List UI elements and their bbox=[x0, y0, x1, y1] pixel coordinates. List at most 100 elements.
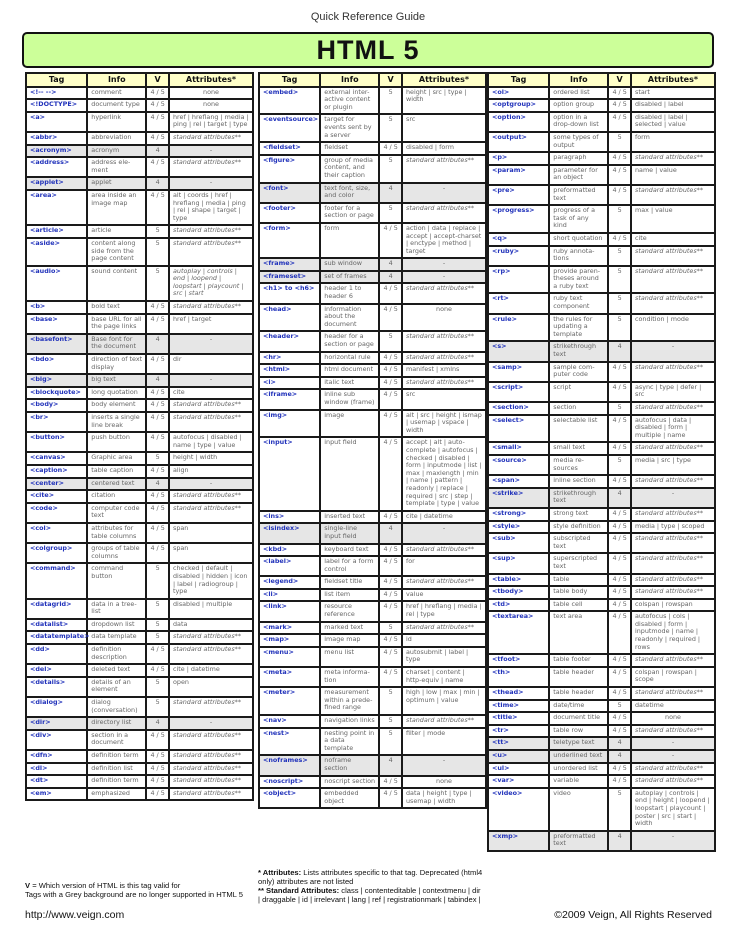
table-row: <q> short quotation 4 / 5 cite bbox=[486, 231, 717, 247]
table-row: <code> computer code text 4 / 5 standard at… bbox=[24, 501, 255, 524]
header-tag: Tag bbox=[486, 72, 551, 88]
cell-attributes: none bbox=[167, 85, 255, 101]
cell-version: 4 bbox=[145, 373, 170, 388]
table-row: <command> command button 5 checked | defaul… bbox=[24, 562, 255, 600]
table-row: <meter> measurement within a prede-fined … bbox=[257, 686, 488, 716]
cell-version: 4 / 5 bbox=[607, 474, 632, 489]
cell-info: menu list bbox=[319, 645, 381, 669]
cell-info: body element bbox=[86, 398, 148, 413]
table-row: <br> inserts a single line break 4 / 5 stan… bbox=[24, 410, 255, 434]
cell-info: video bbox=[548, 786, 610, 832]
table-row: <link> resource reference 4 / 5 href | href… bbox=[257, 600, 488, 623]
cell-tag: <label> bbox=[257, 555, 322, 578]
cell-attributes: standard attributes** bbox=[167, 501, 255, 524]
table-row: <textarea> text area 4 / 5 autofocus | cols… bbox=[486, 610, 717, 656]
table-row: <article> article 5 standard attributes** bbox=[24, 224, 255, 239]
cell-info: details of an element bbox=[86, 675, 148, 699]
cell-attributes: align bbox=[167, 464, 255, 479]
cell-version: 4 / 5 bbox=[607, 413, 632, 444]
website-link[interactable]: http://www.veign.com bbox=[25, 909, 125, 921]
cell-tag: <dl> bbox=[24, 761, 89, 777]
cell-tag: <xmp> bbox=[486, 829, 551, 852]
table-row: <dd> definition description 4 / 5 standard … bbox=[24, 643, 255, 666]
cell-info: input field bbox=[319, 436, 381, 512]
cell-attributes: action | data | replace | accept | accep… bbox=[400, 221, 488, 260]
cell-version: 4 / 5 bbox=[378, 375, 403, 391]
cell-info: variable bbox=[548, 774, 610, 789]
cell-tag: <address> bbox=[24, 156, 89, 179]
attr-label: * Attributes: bbox=[258, 868, 302, 877]
cell-tag: <output> bbox=[486, 130, 551, 154]
cell-attributes: - bbox=[167, 373, 255, 388]
header-tag: Tag bbox=[257, 72, 322, 88]
cell-attributes: span bbox=[167, 521, 255, 545]
cell-version: 4 / 5 bbox=[378, 141, 403, 156]
table-row: <rp> provide paren-theses around a ruby t… bbox=[486, 264, 717, 295]
cell-version: 5 bbox=[145, 597, 170, 620]
table-row: <script> script 4 / 5 async | type | defer … bbox=[486, 380, 717, 404]
table-row: <thead> table header 4 / 5 standard attribu… bbox=[486, 686, 717, 701]
table-row: <audio> sound content 5 autoplay | controls… bbox=[24, 264, 255, 303]
cell-tag: <u> bbox=[486, 749, 551, 764]
table-row: <samp> sample com-puter code 4 / 5 standard… bbox=[486, 360, 717, 383]
table-row: <table> table 4 / 5 standard attributes** bbox=[486, 572, 717, 588]
cell-tag: <hr> bbox=[257, 350, 322, 366]
cell-version: 4 / 5 bbox=[145, 774, 170, 789]
cell-tag: <ruby> bbox=[486, 244, 551, 267]
cell-info: form bbox=[319, 221, 381, 260]
cell-attributes: standard attributes** bbox=[629, 474, 717, 489]
cell-version: 4 / 5 bbox=[145, 156, 170, 179]
table-row: <dt> definition term 4 / 5 standard attribu… bbox=[24, 774, 255, 789]
cell-info: script bbox=[548, 380, 610, 404]
table-row: <sub> subscripted text 4 / 5 standard attri… bbox=[486, 532, 717, 555]
cell-version: 4 / 5 bbox=[145, 643, 170, 666]
cell-info: noscript section bbox=[319, 774, 381, 790]
table-row: <li> list item 4 / 5 value bbox=[257, 587, 488, 603]
table-row: <noscript> noscript section 4 / 5 none bbox=[257, 774, 488, 790]
cell-version: 5 bbox=[607, 698, 632, 714]
table-row: <iframe> inline sub window (frame) 4 / 5 sr… bbox=[257, 388, 488, 411]
grey-text: Tags with a Grey background are no longe… bbox=[25, 890, 243, 899]
cell-attributes: standard attributes** bbox=[400, 201, 488, 224]
table-row: <canvas> Graphic area 5 height | width bbox=[24, 451, 255, 466]
table-row: <label> label for a form control 4 / 5 for bbox=[257, 555, 488, 578]
cell-attributes: standard attributes** bbox=[629, 401, 717, 416]
cell-info: groups of table columns bbox=[86, 542, 148, 565]
cell-version: 4 / 5 bbox=[607, 85, 632, 101]
table-row: <img> image 4 / 5 alt | src | height | isma… bbox=[257, 408, 488, 439]
table-row: <style> style definition 4 / 5 media | type… bbox=[486, 519, 717, 535]
table-row: <th> table header 4 / 5 colspan | rowspan |… bbox=[486, 665, 717, 689]
cell-attributes: standard attributes** bbox=[167, 761, 255, 777]
table-row: <bdo> direction of text display 4 / 5 dir bbox=[24, 353, 255, 376]
cell-attributes: - bbox=[167, 332, 255, 356]
cell-info: style definition bbox=[548, 519, 610, 535]
cell-info: set of frames bbox=[319, 269, 381, 285]
cell-info: dialog (conversation) bbox=[86, 696, 148, 719]
cell-tag: <object> bbox=[257, 787, 322, 810]
cell-attributes: standard attributes** bbox=[629, 264, 717, 295]
table-row: <ol> ordered list 4 / 5 start bbox=[486, 85, 717, 101]
cell-version: 5 bbox=[378, 620, 403, 636]
cell-info: html document bbox=[319, 363, 381, 378]
cell-tag: <button> bbox=[24, 431, 89, 454]
cell-tag: <datalist> bbox=[24, 617, 89, 633]
cell-attributes: standard attributes** bbox=[629, 506, 717, 522]
cell-info: computer code text bbox=[86, 501, 148, 524]
cell-info: nesting point in a data template bbox=[319, 726, 381, 757]
cell-version: 4 / 5 bbox=[378, 350, 403, 366]
cell-tag: <sub> bbox=[486, 532, 551, 555]
cell-info: horizontal rule bbox=[319, 350, 381, 366]
cell-version: 4 / 5 bbox=[607, 665, 632, 689]
cell-version: 4 / 5 bbox=[378, 575, 403, 590]
cell-attributes: condition | mode bbox=[629, 312, 717, 343]
table-row: <basefont> Base font for the document 4- bbox=[24, 332, 255, 356]
cell-attributes: max | value bbox=[629, 204, 717, 234]
table-row: <menu> menu list 4 / 5 autosubmit | label |… bbox=[257, 645, 488, 669]
cell-tag: <thead> bbox=[486, 686, 551, 701]
cell-version: 5 bbox=[378, 726, 403, 757]
table-row: <input> input field 4 / 5 accept | alt | au… bbox=[257, 436, 488, 512]
cell-tag: <section> bbox=[486, 401, 551, 416]
cell-version: 4 bbox=[378, 754, 403, 777]
table-row: <datalist> dropdown list 5 data bbox=[24, 617, 255, 633]
legend-notes: V = Which version of HTML is this tag va… bbox=[25, 881, 265, 899]
